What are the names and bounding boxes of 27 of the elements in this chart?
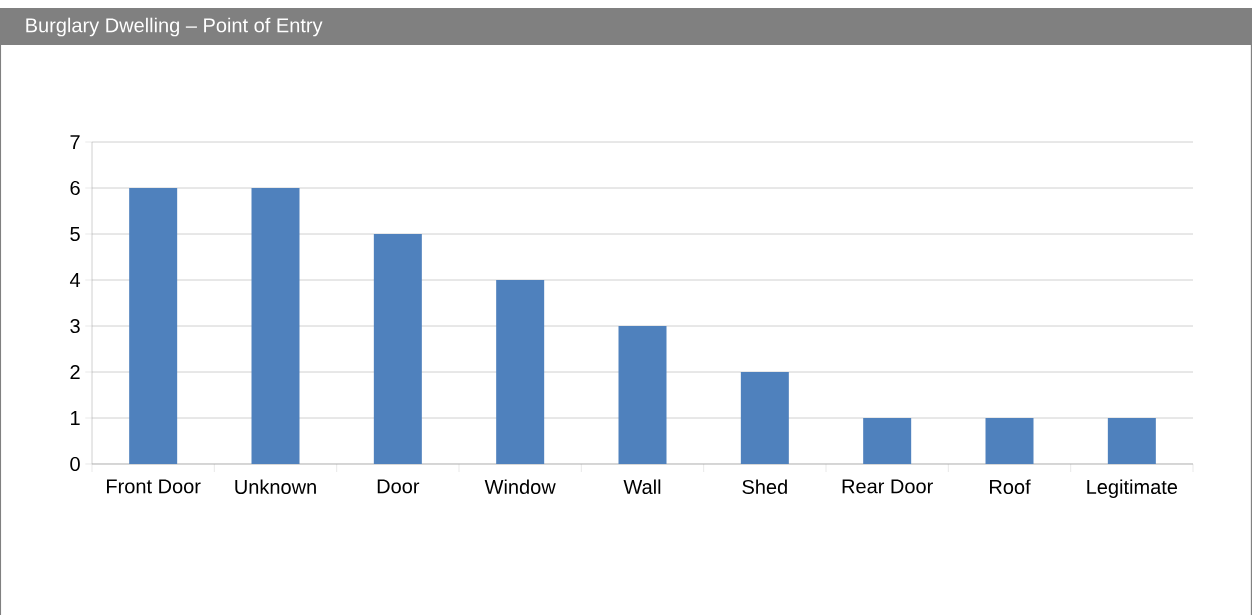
y-tick-label: 2 [70,365,80,379]
y-tick-label: 7 [70,135,80,149]
x-tick-label: Legitimate [1087,479,1178,499]
bar [618,326,667,464]
x-tick-label: Unknown [235,479,316,495]
x-tick-label: Shed [742,479,787,495]
x-tick-label: Front Door [107,479,201,494]
bar [740,372,789,464]
y-tick-label: 1 [71,411,80,425]
y-tick-label: 4 [69,273,81,287]
y-tick-label: 5 [70,227,80,241]
y-tick-label: 0 [70,456,80,472]
bar [496,280,545,464]
x-tick-label: Roof [990,479,1031,495]
bar [373,234,422,464]
bar [1107,418,1156,464]
x-tick-label: Wall [623,479,661,495]
x-tick-label: Door [377,479,420,494]
bar [985,418,1034,464]
bar [863,418,912,464]
y-tick-label: 6 [70,180,80,196]
bar [251,188,300,464]
x-tick-label: Rear Door [842,479,933,494]
chart-title: Burglary Dwelling – Point of Entry [26,17,323,37]
x-tick-label: Window [484,479,556,495]
bar [129,188,178,464]
y-tick-label: 3 [70,318,80,334]
